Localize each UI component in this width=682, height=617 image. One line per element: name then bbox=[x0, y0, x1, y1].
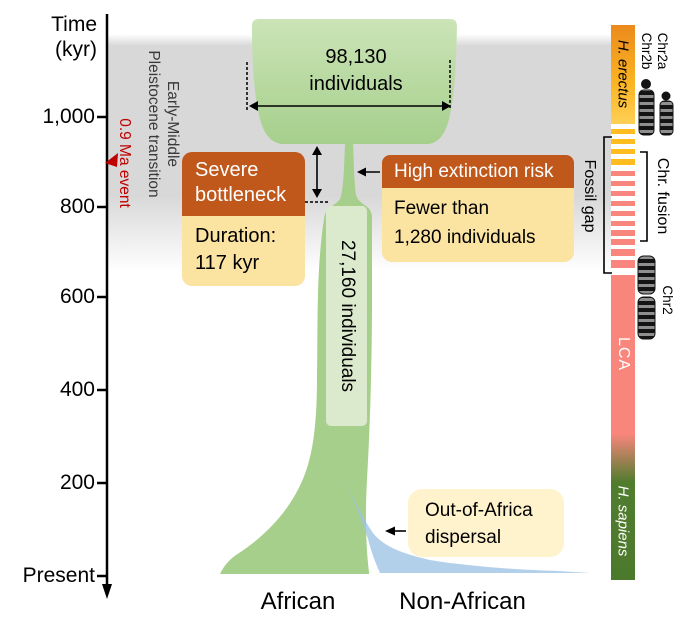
tick-200: 200 bbox=[59, 471, 95, 494]
chr-fusion-label: Chr. fusion bbox=[654, 157, 671, 235]
time-axis-title: Time (kyr) bbox=[19, 12, 97, 62]
ancestral-population-label: 98,130 individuals bbox=[256, 44, 456, 98]
chr2-ideogram-icon bbox=[637, 255, 656, 340]
ooa-line1: Out-of-Africa bbox=[425, 500, 533, 521]
transition-label-line2: Pleistocene transition bbox=[145, 50, 162, 198]
ancestral-population-shape bbox=[252, 19, 457, 144]
extinction-body-line2: 1,280 individuals bbox=[394, 227, 536, 248]
fossil-gap-dashes-pink bbox=[611, 171, 635, 268]
time-axis-title-line1: Time bbox=[51, 13, 97, 36]
duration-arrow bbox=[312, 146, 322, 198]
event-marker-icon bbox=[105, 153, 118, 167]
extinction-risk-body: Fewer than 1,280 individuals bbox=[382, 188, 574, 262]
transition-label: Early-Middle Pleistocene transition bbox=[144, 50, 182, 197]
severe-body-line2: 117 kyr bbox=[195, 252, 260, 274]
severe-bottleneck-title: Severe bottleneck bbox=[182, 152, 305, 216]
ooa-line2: dispersal bbox=[425, 527, 502, 548]
out-of-africa-callout: Out-of-Africa dispersal bbox=[408, 489, 564, 557]
bottleneck-column-panel bbox=[326, 206, 367, 426]
tick-present: Present bbox=[22, 564, 95, 587]
transition-label-line1: Early-Middle bbox=[164, 80, 181, 168]
time-axis-ticks bbox=[97, 115, 107, 578]
extinction-risk-title: High extinction risk bbox=[382, 155, 574, 188]
h-erectus-bar bbox=[611, 25, 635, 124]
chr2ab-label: Chr2a Chr2b bbox=[638, 33, 670, 70]
extinction-body-line1: Fewer than bbox=[394, 198, 490, 219]
measure-guides bbox=[246, 60, 451, 203]
extinction-risk-callout: High extinction risk Fewer than 1,280 in… bbox=[382, 155, 574, 262]
fossil-gap-dashes-yellow bbox=[611, 129, 635, 165]
chr2b-label: Chr2b bbox=[639, 32, 654, 70]
tick-600: 600 bbox=[59, 285, 95, 308]
african-branch-label: African bbox=[260, 588, 336, 615]
chr2a-ideogram-icon bbox=[659, 91, 674, 136]
event-0-9ma-label: 0.9 Ma event bbox=[116, 118, 133, 208]
extinction-arrow bbox=[357, 167, 380, 177]
time-axis-arrowhead-icon bbox=[102, 584, 112, 599]
severe-bottleneck-callout: Severe bottleneck Duration: 117 kyr bbox=[182, 152, 305, 286]
lca-sapiens-bar bbox=[611, 275, 635, 580]
fossil-gap-bracket bbox=[603, 136, 612, 274]
chr2a-label: Chr2a bbox=[655, 32, 670, 70]
ooa-arrow bbox=[385, 526, 406, 536]
severe-title-line2: bottleneck bbox=[195, 184, 287, 206]
time-axis-title-line2: (kyr) bbox=[55, 38, 97, 61]
h-sapiens-label: H. sapiens bbox=[614, 485, 632, 557]
ancestral-population-value: 98,130 bbox=[325, 46, 387, 68]
severe-body-line1: Duration: bbox=[195, 225, 277, 247]
severe-bottleneck-body: Duration: 117 kyr bbox=[182, 216, 305, 286]
non-african-branch-label: Non-African bbox=[399, 588, 526, 615]
ancestral-population-unit: individuals bbox=[309, 73, 403, 95]
severe-title-line1: Severe bbox=[195, 159, 259, 181]
chr2b-ideogram-icon bbox=[638, 79, 655, 136]
width-arrow bbox=[249, 101, 451, 111]
bottleneck-population-label: 27,160 individuals bbox=[337, 239, 358, 393]
tick-1000: 1,000 bbox=[42, 105, 95, 128]
chr2-label: Chr2 bbox=[660, 285, 675, 315]
tick-800: 800 bbox=[59, 195, 95, 218]
tick-400: 400 bbox=[59, 378, 95, 401]
chr-fusion-bracket bbox=[640, 151, 648, 242]
fossil-gap-label: Fossil gap bbox=[581, 159, 598, 233]
h-erectus-label: H. erectus bbox=[614, 39, 632, 109]
lca-label: LCA bbox=[615, 336, 632, 372]
